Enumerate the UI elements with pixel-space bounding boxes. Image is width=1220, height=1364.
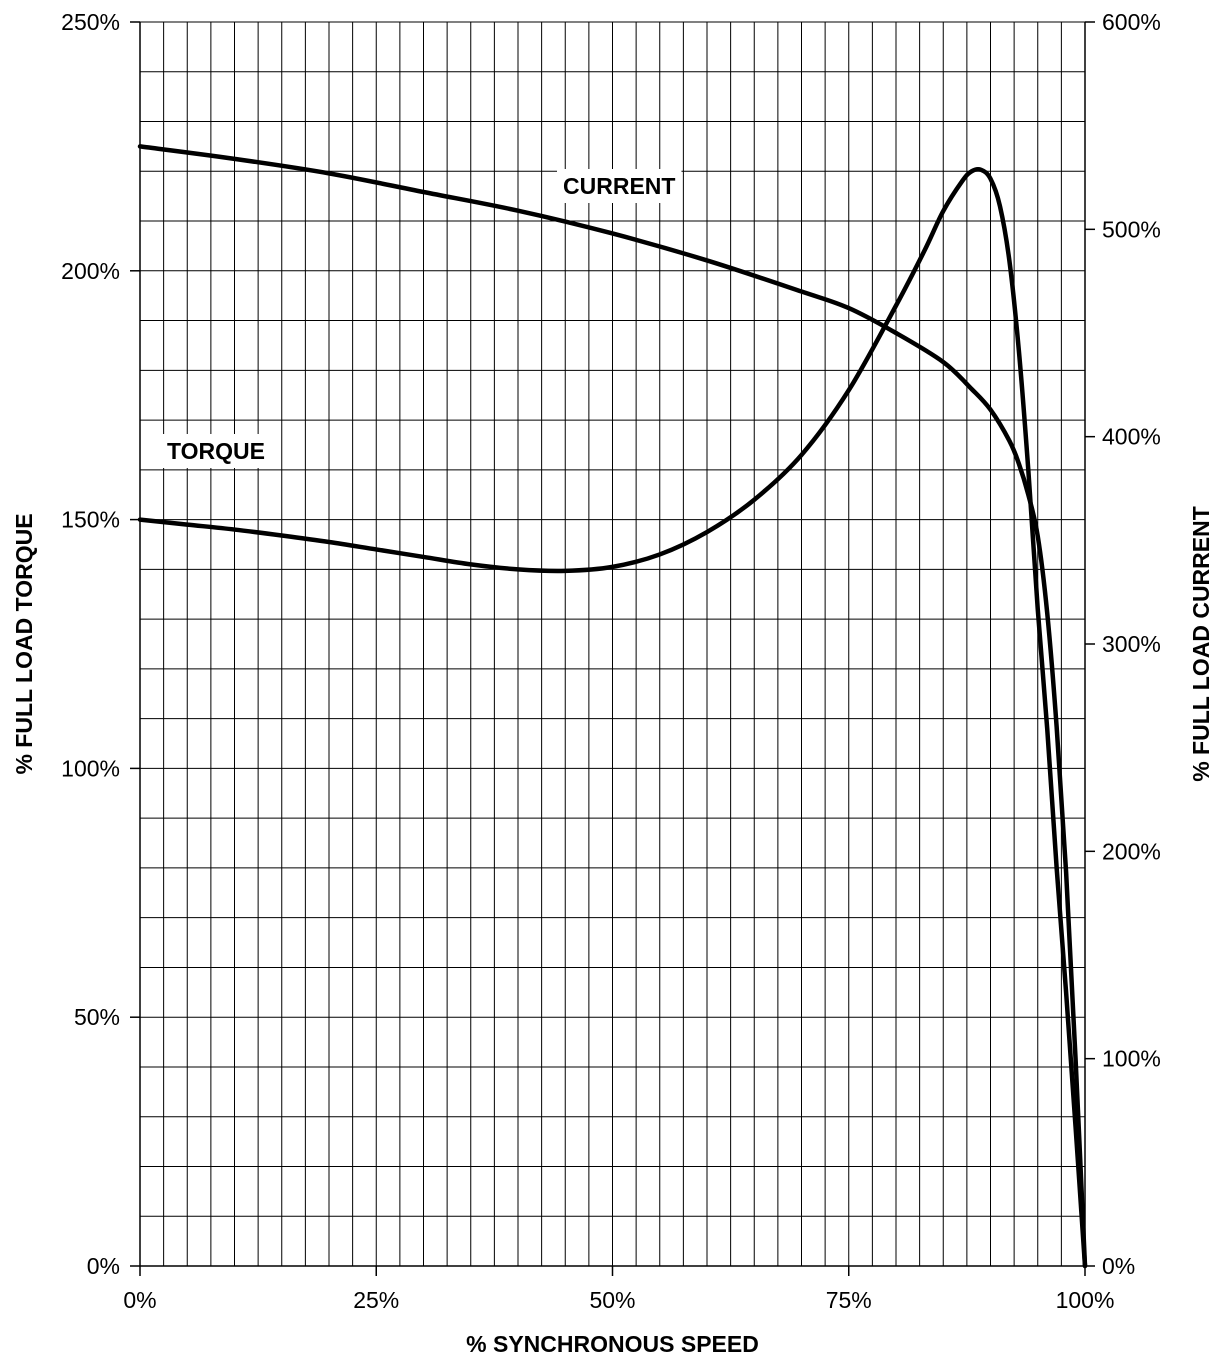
left-tick-label: 100% (61, 755, 120, 781)
right-tick-label: 300% (1102, 631, 1161, 657)
current-label-background (557, 169, 682, 203)
torque-label-background (161, 434, 271, 468)
right-tick-label: 0% (1102, 1253, 1135, 1279)
right-tick-label: 200% (1102, 838, 1161, 864)
right-axis-title: % FULL LOAD CURRENT (1188, 506, 1214, 782)
left-tick-label: 150% (61, 507, 120, 533)
left-tick-label: 250% (61, 9, 120, 35)
current-label: CURRENT (563, 173, 675, 199)
labels: 0% 50% 100% 150% 200% 250% 0% 100% 200% 300% 400% 5… (11, 9, 1214, 1357)
series-line-torque (137, 166, 1088, 1269)
right-tick-label: 100% (1102, 1046, 1161, 1072)
right-tick-label: 500% (1102, 216, 1161, 242)
series-line-current (137, 144, 1088, 1269)
curves (137, 144, 1088, 1269)
bottom-tick-label: 0% (123, 1287, 156, 1313)
left-axis-title: % FULL LOAD TORQUE (11, 513, 37, 774)
axes (130, 21, 1095, 1276)
torque-label: TORQUE (167, 438, 265, 464)
left-tick-label: 50% (74, 1004, 120, 1030)
right-tick-label: 400% (1102, 424, 1161, 450)
left-tick-label: 0% (87, 1253, 120, 1279)
bottom-tick-label: 50% (589, 1287, 635, 1313)
bottom-tick-label: 100% (1056, 1287, 1115, 1313)
bottom-tick-label: 25% (353, 1287, 399, 1313)
left-tick-label: 200% (61, 258, 120, 284)
bottom-tick-label: 75% (826, 1287, 872, 1313)
x-axis-title: % SYNCHRONOUS SPEED (466, 1331, 759, 1357)
grid (139, 21, 1086, 1267)
right-tick-label: 600% (1102, 9, 1161, 35)
